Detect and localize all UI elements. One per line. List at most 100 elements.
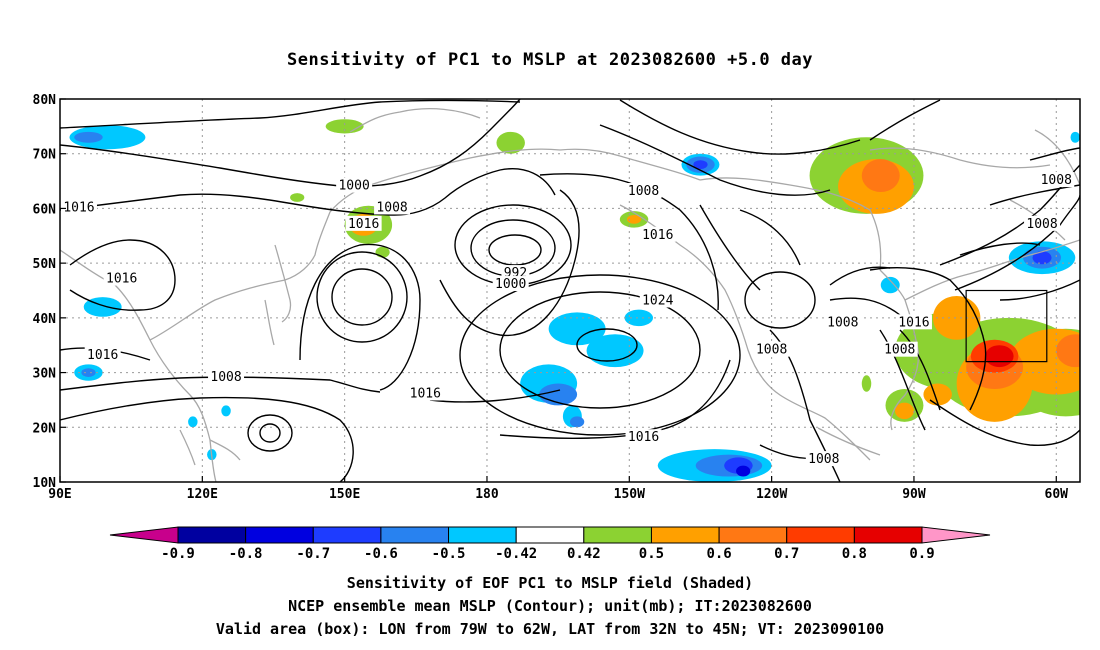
colorbar-low-arrow [109, 526, 179, 544]
lon-tick-label: 90E [48, 487, 71, 502]
contour-label-bg [639, 226, 676, 242]
contour-label-bg [639, 292, 676, 308]
chart-title: Sensitivity of PC1 to MSLP at 2023082600… [286, 50, 813, 70]
contour-label-bg [407, 385, 444, 401]
contour-label: 1016 [410, 386, 441, 401]
colorbar: -0.9 -0.8 -0.7 -0.6 -0.5 -0.42 0.42 0.5 0.6 0.7 0.… [109, 526, 991, 562]
contour-label: 1016 [87, 348, 118, 363]
colorbar-label: 0.6 [706, 546, 731, 562]
lon-tick-label: 150W [614, 487, 645, 502]
shaded-region [861, 375, 872, 392]
colorbar-label: 0.5 [639, 546, 664, 562]
footer-line-3: Valid area (box): LON from 79W to 62W, L… [215, 620, 885, 638]
colorbar-labels: -0.9 -0.8 -0.7 -0.6 -0.5 -0.42 0.42 0.5 0.6 0.7 0.… [161, 546, 935, 562]
contour-label-bg [805, 451, 842, 467]
contour-label: 1000 [533, 86, 564, 101]
contour-label: 1024 [642, 293, 673, 308]
valid-area-box [965, 289, 1048, 363]
contour-label: 1008 [884, 343, 915, 358]
lon-tick-label: 150E [329, 487, 360, 502]
shaded-region [861, 159, 900, 193]
colorbar-label: 0.7 [774, 546, 799, 562]
shaded-region [693, 160, 708, 170]
lon-tick-label: 60W [1045, 487, 1069, 502]
shaded-region [880, 276, 900, 294]
colorbar-label: 0.8 [842, 546, 867, 562]
contour-label-bg [60, 199, 97, 215]
contour-label-bg [208, 369, 245, 385]
colorbar-box [312, 526, 382, 544]
colorbar-box [718, 526, 788, 544]
colorbar-high-arrow [921, 526, 991, 544]
colorbar-box [853, 526, 923, 544]
axis-ticks [59, 98, 1057, 483]
footer-line-1: Sensitivity of EOF PC1 to MSLP field (Sh… [346, 574, 754, 592]
contour-label: 1016 [642, 228, 673, 243]
contour-label-bg [824, 314, 861, 330]
contour-label-bg [625, 429, 662, 445]
contour-label: 1000 [495, 277, 526, 292]
contour-label: 1008 [827, 315, 858, 330]
shaded-region [496, 131, 525, 154]
colorbar-box [583, 526, 652, 544]
colorbar-label: -0.9 [161, 546, 195, 562]
contour-label-bg [103, 270, 140, 286]
contour-label-bg [374, 199, 411, 215]
contour-label-bg [1024, 215, 1061, 231]
shaded-region [1032, 251, 1052, 265]
colorbar-label: -0.8 [229, 546, 263, 562]
shaded-region [74, 131, 103, 143]
contour-label-bg [895, 314, 932, 330]
contour-label-bg [753, 341, 790, 357]
mslp-contours [60, 99, 1080, 482]
sensitivity-shading [69, 119, 1080, 482]
shaded-region [548, 312, 606, 346]
colorbar-label: -0.42 [495, 546, 537, 562]
colorbar-label: -0.6 [364, 546, 398, 562]
lat-tick-label: 80N [33, 93, 57, 108]
shaded-region [626, 214, 642, 224]
colorbar-box [245, 526, 314, 544]
shaded-region [290, 193, 305, 202]
colorbar-label: 0.9 [909, 546, 934, 562]
contour-label-bg [84, 347, 121, 363]
map-frame [59, 98, 1081, 483]
shaded-region [894, 402, 914, 420]
shaded-region [188, 416, 198, 428]
contour-label: 1008 [1026, 217, 1057, 232]
contour-label: 1008 [1041, 173, 1072, 188]
lat-tick-label: 40N [33, 312, 57, 327]
contour-label-bg [1038, 172, 1075, 188]
lat-tick-label: 20N [33, 421, 57, 436]
lat-tick-label: 50N [33, 257, 57, 272]
contour-label: 1008 [628, 184, 659, 199]
shaded-region [1056, 334, 1080, 368]
colorbar-box [177, 526, 247, 544]
contour-label: 1016 [898, 315, 929, 330]
shaded-region [932, 295, 981, 340]
contour-label-bg [336, 177, 373, 193]
shaded-region [1070, 131, 1080, 143]
contour-label: 1016 [106, 272, 137, 287]
colorbar-label: -0.7 [296, 546, 330, 562]
shaded-region [736, 465, 751, 477]
colorbar-label: 0.42 [567, 546, 601, 562]
contour-label: 1008 [376, 200, 407, 215]
colorbar-label: -0.5 [432, 546, 466, 562]
lat-tick-label: 60N [33, 202, 57, 217]
footer-line-2: NCEP ensemble mean MSLP (Contour); unit(… [288, 597, 812, 615]
colorbar-box [786, 526, 855, 544]
lon-tick-label: 90W [902, 487, 926, 502]
lat-tick-label: 10N [33, 476, 57, 491]
lon-tick-label: 120W [756, 487, 787, 502]
contour-label-bg [881, 341, 918, 357]
lat-tick-label: 30N [33, 367, 57, 382]
contour-label-bg [492, 276, 529, 292]
colorbar-box [515, 526, 585, 544]
contour-label: 1008 [808, 452, 839, 467]
colorbar-boxes [109, 526, 991, 544]
contour-label: 1008 [210, 370, 241, 385]
shaded-region [81, 368, 96, 377]
contour-label: 1000 [338, 179, 369, 194]
